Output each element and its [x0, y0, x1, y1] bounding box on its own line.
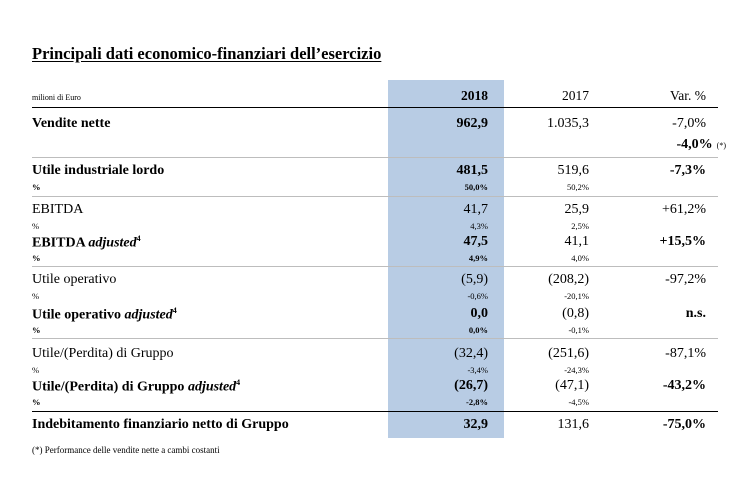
value-2017: 25,9	[564, 202, 590, 217]
column-header-var: Var. %	[670, 88, 706, 103]
value-var-2: -4,0%	[676, 137, 713, 152]
row-label-utile-perdita-gruppo-adjusted: Utile/(Perdita) di Gruppo adjusted4	[32, 378, 241, 395]
row-label-utile-operativo: Utile operativo	[32, 272, 117, 287]
value-2017: (208,2)	[548, 272, 589, 287]
value-2018: (5,9)	[461, 272, 488, 287]
page-title: Principali dati economico-finanziari del…	[32, 44, 382, 63]
value-var: -43,2%	[662, 378, 706, 393]
value-var: n.s.	[685, 306, 706, 321]
value-var: +15,5%	[659, 234, 706, 249]
pct-label: %	[32, 253, 41, 263]
highlight-column-2018	[388, 80, 504, 438]
row-divider	[32, 411, 718, 412]
pct-label: %	[32, 325, 41, 335]
header-divider	[32, 107, 718, 108]
footnote-marker: (*)	[716, 141, 726, 150]
value-2017: 1.035,3	[547, 116, 589, 131]
pct-2018: 4,3%	[470, 221, 488, 231]
pct-label: %	[32, 365, 40, 375]
row-label-utile-perdita-gruppo: Utile/(Perdita) di Gruppo	[32, 346, 174, 361]
pct-2017: 50,2%	[567, 182, 589, 192]
column-header-2017: 2017	[562, 88, 589, 103]
value-var: -97,2%	[665, 272, 706, 287]
value-2017: 519,6	[557, 163, 590, 178]
pct-label: %	[32, 221, 40, 231]
pct-2018: -3,4%	[467, 365, 488, 375]
pct-label: %	[32, 397, 41, 407]
value-2018: (32,4)	[454, 346, 488, 361]
column-header-2018: 2018	[461, 88, 488, 103]
pct-label: %	[32, 182, 41, 192]
pct-2018: 50,0%	[464, 182, 488, 192]
value-2018: 962,9	[456, 116, 489, 131]
value-2018: 47,5	[463, 234, 489, 249]
pct-2018: -2,8%	[466, 397, 488, 407]
value-2017: (47,1)	[555, 378, 589, 393]
pct-2017: -4,5%	[568, 397, 589, 407]
pct-2017: -0,1%	[568, 325, 589, 335]
row-label-ebitda-adjusted: EBITDA adjusted4	[32, 234, 141, 251]
pct-2017: -24,3%	[564, 365, 589, 375]
row-label-ebitda: EBITDA	[32, 202, 84, 217]
row-divider	[32, 338, 718, 339]
value-var: -7,3%	[669, 163, 706, 178]
value-2017: 41,1	[564, 234, 590, 249]
unit-label: milioni di Euro	[32, 93, 81, 102]
value-var: -7,0%	[672, 116, 706, 131]
pct-2018: 0,0%	[468, 325, 488, 335]
row-label-utile-industriale-lordo: Utile industriale lordo	[32, 163, 165, 178]
footnote: (*) Performance delle vendite nette a ca…	[32, 445, 220, 455]
value-var-constant-fx: -4,0% (*)	[677, 137, 727, 153]
value-var: -75,0%	[662, 417, 706, 432]
value-2017: 131,6	[557, 417, 590, 432]
value-var: +61,2%	[661, 202, 706, 217]
row-label-vendite-nette: Vendite nette	[32, 116, 111, 131]
pct-2017: 2,5%	[571, 221, 589, 231]
pct-label: %	[32, 291, 40, 301]
value-2018: (26,7)	[454, 378, 488, 393]
row-divider	[32, 266, 718, 267]
pct-2018: 4,9%	[468, 253, 488, 263]
pct-2017: 4,0%	[571, 253, 589, 263]
value-var: -87,1%	[665, 346, 706, 361]
row-divider	[32, 157, 718, 158]
pct-2018: -0,6%	[467, 291, 488, 301]
row-label-indebitamento: Indebitamento finanziario netto di Grupp…	[32, 417, 289, 432]
row-divider	[32, 196, 718, 197]
value-2018: 41,7	[463, 202, 489, 217]
value-2018: 32,9	[463, 417, 489, 432]
pct-2017: -20,1%	[564, 291, 589, 301]
value-2017: (0,8)	[562, 306, 589, 321]
value-2017: (251,6)	[548, 346, 589, 361]
value-2018: 481,5	[456, 163, 489, 178]
row-label-utile-operativo-adjusted: Utile operativo adjusted4	[32, 306, 177, 323]
value-2018: 0,0	[470, 306, 489, 321]
